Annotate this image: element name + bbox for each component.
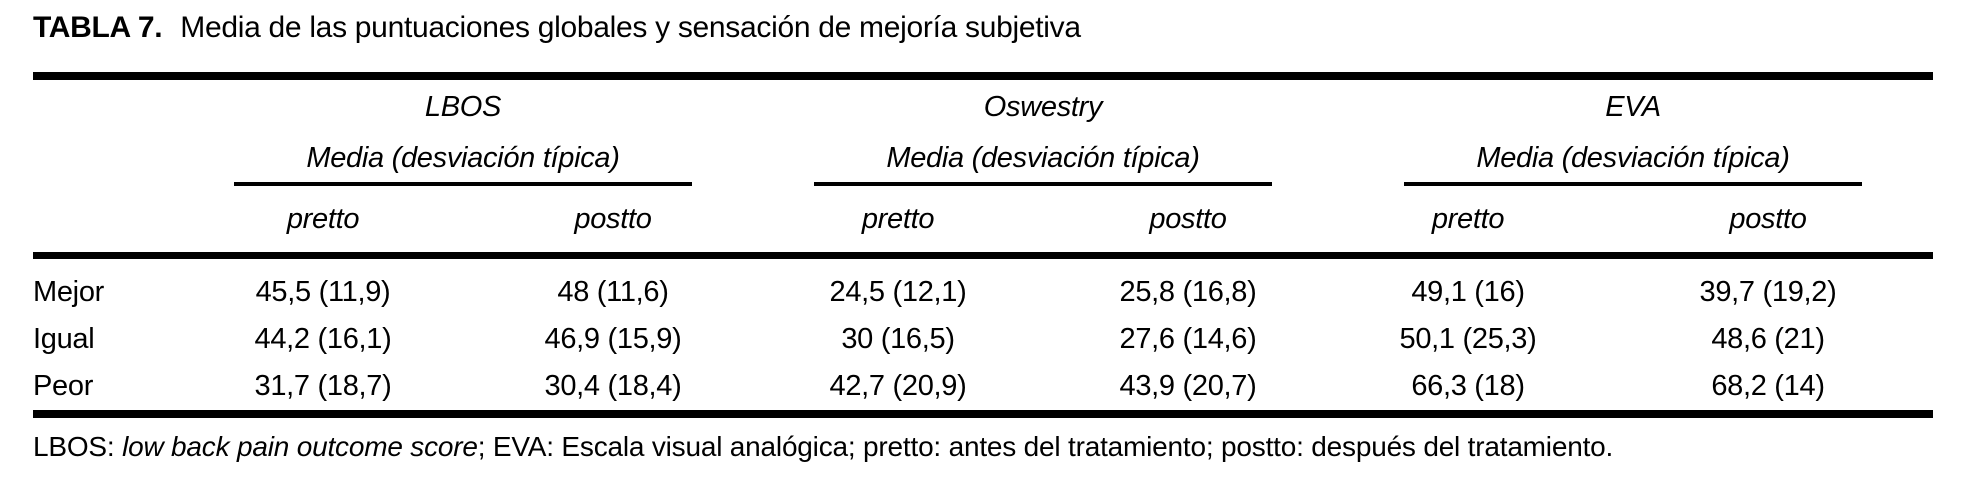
empty-corner-cell [33, 80, 173, 134]
data-table: LBOS Oswestry EVA Media (desviación típi… [33, 72, 1933, 418]
bottom-rule [33, 410, 1933, 418]
cell-igual-oswestry-postto: 27,6 (14,6) [1119, 323, 1257, 355]
table-footnote: LBOS: low back pain outcome score; EVA: … [33, 431, 1957, 463]
table-title: TABLA 7. Media de las puntuaciones global… [33, 8, 1957, 48]
cell-mejor-eva-pretto: 49,1 (16) [1411, 276, 1525, 308]
subheader-row: pretto postto pretto postto pretto postt… [33, 186, 1933, 252]
cell-igual-eva-pretto: 50,1 (25,3) [1399, 323, 1537, 355]
footnote-prefix: LBOS: [33, 431, 123, 462]
spanner-underline-eva: Media (desviación típica) [1404, 134, 1862, 186]
group-name-eva: EVA [1605, 90, 1661, 123]
row-label-igual: Igual [33, 323, 95, 355]
group-subtitle-eva-cell: Media (desviación típica) [1333, 134, 1933, 186]
subheader-lbos-pretto: pretto [286, 202, 360, 235]
cell-peor-oswestry-pretto: 42,7 (20,9) [829, 370, 967, 402]
group-subtitle-lbos: Media (desviación típica) [306, 141, 620, 174]
cell-igual-eva-postto: 48,6 (21) [1711, 323, 1825, 355]
cell-peor-lbos-postto: 30,4 (18,4) [544, 370, 682, 402]
subheader-oswestry-pretto: pretto [861, 202, 935, 235]
empty-corner-cell [33, 134, 173, 186]
cell-mejor-lbos-postto: 48 (11,6) [557, 276, 669, 308]
cell-mejor-oswestry-postto: 25,8 (16,8) [1119, 276, 1257, 308]
cell-peor-lbos-pretto: 31,7 (18,7) [254, 370, 392, 402]
subheader-eva-pretto: pretto [1431, 202, 1505, 235]
table-caption: Media de las puntuaciones globales y sen… [180, 11, 1081, 44]
cell-peor-eva-pretto: 66,3 (18) [1411, 370, 1525, 402]
group-subtitle-eva: Media (desviación típica) [1476, 141, 1790, 174]
mid-rule-row [33, 252, 1933, 259]
table-number: TABLA 7. [33, 11, 163, 44]
group-name-lbos: LBOS [424, 90, 502, 123]
row-label-peor: Peor [33, 370, 94, 402]
cell-igual-lbos-pretto: 44,2 (16,1) [254, 323, 392, 355]
subheader-oswestry-postto: postto [1149, 202, 1227, 235]
cell-mejor-lbos-pretto: 45,5 (11,9) [255, 276, 391, 308]
group-name-oswestry: Oswestry [983, 90, 1103, 123]
spanner-underline-oswestry: Media (desviación típica) [814, 134, 1272, 186]
top-rule-row [33, 72, 1933, 80]
table-row: Peor 31,7 (18,7) 30,4 (18,4) 42,7 (20,9)… [33, 363, 1933, 410]
cell-igual-lbos-postto: 46,9 (15,9) [544, 323, 682, 355]
subheader-eva-postto: postto [1729, 202, 1807, 235]
cell-igual-oswestry-pretto: 30 (16,5) [841, 323, 955, 355]
row-label-mejor: Mejor [33, 276, 105, 308]
table-body: Mejor 45,5 (11,9) 48 (11,6) 24,5 (12,1) … [33, 259, 1933, 410]
cell-peor-eva-postto: 68,2 (14) [1711, 370, 1825, 402]
cell-mejor-oswestry-pretto: 24,5 (12,1) [829, 276, 967, 308]
group-subtitle-lbos-cell: Media (desviación típica) [173, 134, 753, 186]
bottom-rule-row [33, 410, 1933, 418]
cell-peor-oswestry-postto: 43,9 (20,7) [1119, 370, 1257, 402]
table-row: Igual 44,2 (16,1) 46,9 (15,9) 30 (16,5) … [33, 316, 1933, 363]
group-subtitle-row: Media (desviación típica) Media (desviac… [33, 134, 1933, 186]
table-figure: TABLA 7. Media de las puntuaciones global… [33, 8, 1957, 463]
mid-rule [33, 252, 1933, 259]
top-rule [33, 72, 1933, 80]
group-subtitle-oswestry: Media (desviación típica) [886, 141, 1200, 174]
cell-mejor-eva-postto: 39,7 (19,2) [1699, 276, 1837, 308]
subheader-lbos-postto: postto [574, 202, 652, 235]
table-row: Mejor 45,5 (11,9) 48 (11,6) 24,5 (12,1) … [33, 259, 1933, 316]
footnote-suffix: ; EVA: Escala visual analógica; pretto: … [477, 431, 1614, 462]
empty-corner-cell [33, 186, 173, 252]
footnote-italic-term: low back pain outcome score [122, 431, 478, 462]
group-subtitle-oswestry-cell: Media (desviación típica) [753, 134, 1333, 186]
spanner-underline-lbos: Media (desviación típica) [234, 134, 692, 186]
group-name-row: LBOS Oswestry EVA [33, 80, 1933, 134]
